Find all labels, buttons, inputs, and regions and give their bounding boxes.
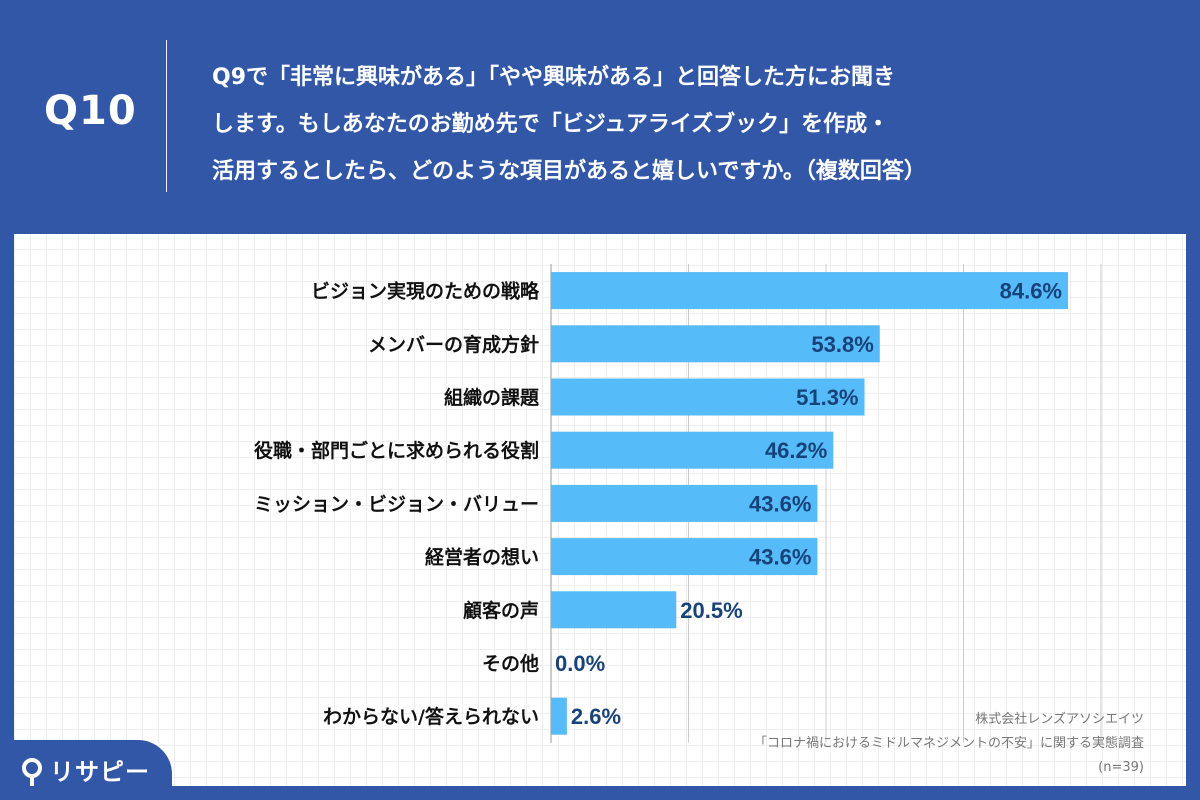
source-survey: 「コロナ禍におけるミドルマネジメントの不安」に関する実態調査 <box>753 736 1144 751</box>
category-label: 顧客の声 <box>463 599 539 622</box>
bar <box>551 431 834 469</box>
header: Q10 Q9で「非常に興味がある」「やや興味がある」と回答した方にお聞き します… <box>0 0 1200 230</box>
value-label: 2.6% <box>571 704 621 729</box>
source-company: 株式会社レンズアソシエイツ <box>975 712 1144 727</box>
bar <box>551 272 1068 310</box>
bar <box>551 538 818 576</box>
category-label: 経営者の想い <box>425 546 539 569</box>
value-label: 43.6% <box>749 545 811 570</box>
question-text: Q9で「非常に興味がある」「やや興味がある」と回答した方にお聞き します。もしあ… <box>212 54 1172 195</box>
bar <box>551 697 567 735</box>
value-label: 43.6% <box>749 491 811 516</box>
category-label: その他 <box>482 652 539 675</box>
bar <box>551 591 677 629</box>
sample-size: (n=39) <box>1098 760 1144 775</box>
bar <box>551 484 818 522</box>
category-label: わからない/答えられない <box>323 705 539 728</box>
logo-text: リサピー <box>50 758 150 786</box>
brand-logo: リサピー <box>0 740 172 800</box>
question-line: します。もしあなたのお勤め先で「ビジュアライズブック」を作成・ <box>212 112 890 137</box>
value-label: 20.5% <box>680 598 742 623</box>
category-label: ミッション・ビジョン・バリュー <box>254 493 539 515</box>
category-label: ビジョン実現のための戦略 <box>311 280 540 303</box>
chart-panel: ビジョン実現のための戦略 84.6% メンバーの育成方針 53.8% 組織の課題 51.3… <box>14 234 1186 786</box>
header-divider <box>166 40 167 192</box>
category-label: 役職・部門ごとに求められる役割 <box>254 439 539 462</box>
bar-chart: ビジョン実現のための戦略 84.6% メンバーの育成方針 53.8% 組織の課題 51.3… <box>254 264 1102 743</box>
value-label: 51.3% <box>796 385 858 410</box>
pin-icon <box>22 758 42 778</box>
category-label: 組織の課題 <box>444 386 540 409</box>
source-note: 株式会社レンズアソシエイツ 「コロナ禍におけるミドルマネジメントの不安」に関する… <box>624 708 1144 780</box>
value-label: 46.2% <box>765 438 827 463</box>
value-label: 53.8% <box>811 332 873 357</box>
category-label: メンバーの育成方針 <box>368 333 539 356</box>
question-line: Q9で「非常に興味がある」「やや興味がある」と回答した方にお聞き <box>212 65 896 90</box>
value-label: 84.6% <box>1000 279 1062 304</box>
value-label: 0.0% <box>555 651 605 676</box>
question-number: Q10 <box>44 88 137 134</box>
bar <box>551 378 865 416</box>
question-line: 活用するとしたら、どのような項目があると嬉しいですか。（複数回答） <box>212 159 926 184</box>
bar <box>551 325 880 363</box>
